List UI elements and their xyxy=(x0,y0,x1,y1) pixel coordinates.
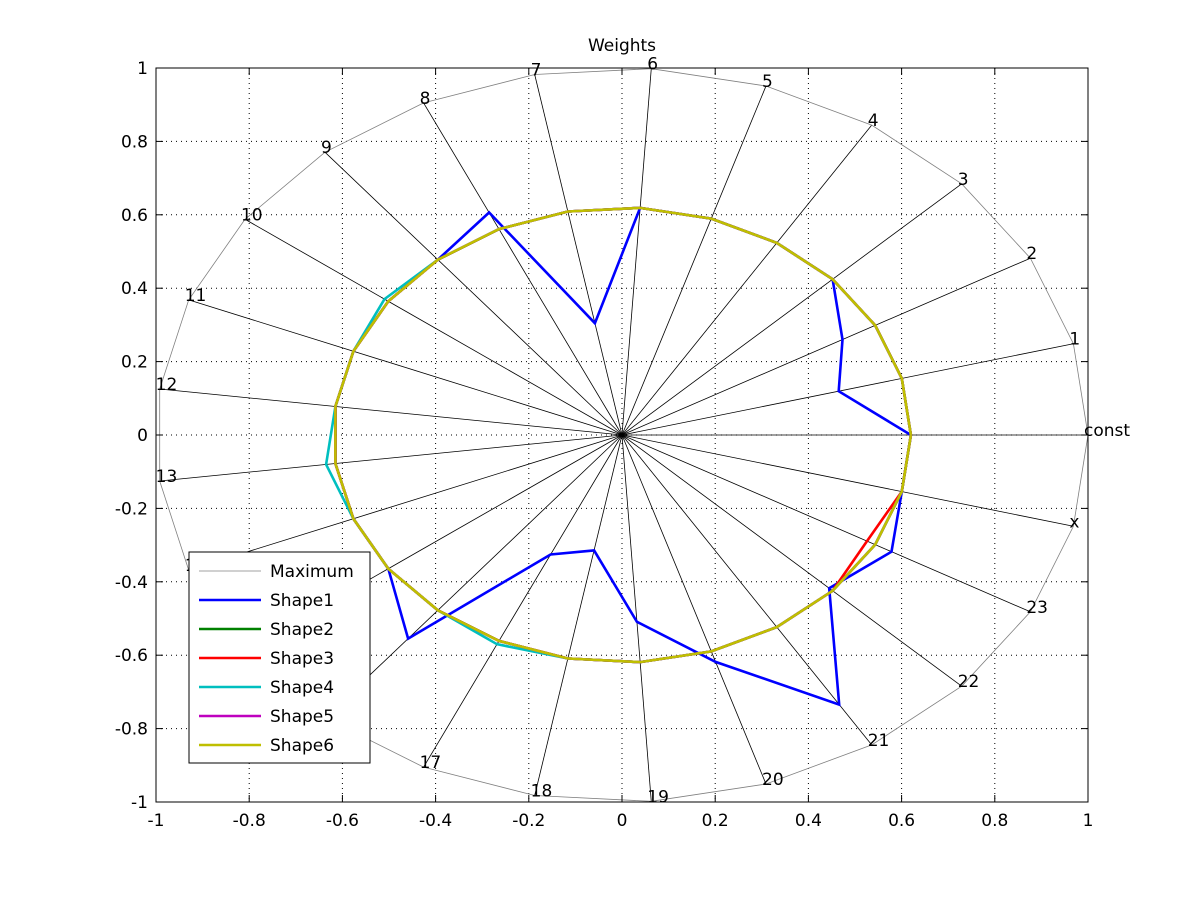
legend-label-shape3: Shape3 xyxy=(270,649,334,669)
x-tick-label: 0.2 xyxy=(702,811,729,831)
x-tick-label: 0 xyxy=(617,811,628,831)
spoke-label: 5 xyxy=(762,72,773,92)
radar-spoke xyxy=(621,124,873,436)
x-tick-label: -0.8 xyxy=(233,811,266,831)
x-tick-label: 0.6 xyxy=(888,811,915,831)
spoke-label: 11 xyxy=(185,286,207,306)
legend-label-shape5: Shape5 xyxy=(270,707,334,727)
radar-spoke xyxy=(621,343,1074,436)
y-tick-label: -0.2 xyxy=(115,499,148,519)
y-tick-label: -0.8 xyxy=(115,720,148,740)
spoke-label: 7 xyxy=(531,61,542,81)
spoke-label: 23 xyxy=(1026,598,1048,618)
spoke-label: 21 xyxy=(868,731,890,751)
spoke-label: 2 xyxy=(1026,244,1037,264)
x-tick-label: -0.6 xyxy=(326,811,359,831)
radar-spoke xyxy=(621,434,873,746)
legend-label-shape6: Shape6 xyxy=(270,736,334,756)
spoke-label: const xyxy=(1084,421,1130,441)
x-tick-label: 1 xyxy=(1083,811,1094,831)
spoke-layer xyxy=(159,68,1088,802)
legend-label-shape1: Shape1 xyxy=(270,591,334,611)
radar-spoke xyxy=(188,299,623,436)
y-tick-label: 0.4 xyxy=(121,279,148,299)
radar-spoke xyxy=(621,434,652,802)
radar-spoke xyxy=(159,434,623,482)
y-tick-label: -0.6 xyxy=(115,646,148,666)
x-tick-label: 0.8 xyxy=(981,811,1008,831)
y-tick-label: 0.8 xyxy=(121,132,148,152)
y-tick-label: -1 xyxy=(131,793,148,813)
spoke-label: 13 xyxy=(156,467,178,487)
spoke-label: 18 xyxy=(531,781,553,801)
spoke-label: 20 xyxy=(762,770,784,790)
radar-spoke xyxy=(244,218,623,436)
y-tick-label: -0.4 xyxy=(115,573,148,593)
chart-title: Weights xyxy=(588,36,656,56)
radar-spoke xyxy=(621,257,1031,436)
spoke-label: 6 xyxy=(647,55,658,75)
radar-spoke xyxy=(188,434,623,571)
tick-layer: -1 -0.8 -0.6 -0.4 -0.2 0 0.2 0.4 0.6 0.8 1 -1 -0.8 -0… xyxy=(115,59,1094,831)
spoke-label: 10 xyxy=(241,205,263,225)
spoke-label: 17 xyxy=(420,753,442,773)
x-tick-label: -1 xyxy=(148,811,165,831)
spoke-label: x xyxy=(1069,512,1079,532)
series-layer xyxy=(159,68,1089,802)
y-tick-label: 1 xyxy=(137,59,148,79)
series-line-shape6 xyxy=(334,206,913,664)
spoke-label: 9 xyxy=(321,138,332,158)
radar-spoke xyxy=(621,68,652,436)
x-tick-label: 0.4 xyxy=(795,811,822,831)
spoke-label: 8 xyxy=(420,89,431,109)
legend-label-shape2: Shape2 xyxy=(270,620,334,640)
radar-spoke xyxy=(621,434,962,687)
spoke-label: 3 xyxy=(958,170,969,190)
radar-spoke xyxy=(423,434,623,768)
radar-spoke xyxy=(621,85,767,436)
x-tick-label: -0.2 xyxy=(512,811,545,831)
spoke-label: 22 xyxy=(958,672,980,692)
legend-label-maximum: Maximum xyxy=(270,562,354,582)
spoke-label: 19 xyxy=(647,787,669,807)
spoke-label: 12 xyxy=(156,375,178,395)
y-tick-label: 0 xyxy=(137,426,148,446)
radar-spoke xyxy=(534,434,623,796)
radar-spoke xyxy=(159,388,623,436)
y-tick-label: 0.2 xyxy=(121,353,148,373)
radar-spoke xyxy=(324,434,623,719)
radar-spoke xyxy=(621,183,962,436)
spoke-label: 4 xyxy=(868,111,879,131)
radar-spoke xyxy=(621,434,1074,527)
legend: Maximum Shape1 Shape2 Shape3 Shape4 Shape5 Sha… xyxy=(188,551,371,764)
y-tick-label: 0.6 xyxy=(121,206,148,226)
x-tick-label: -0.4 xyxy=(419,811,452,831)
spoke-label: 1 xyxy=(1069,330,1080,350)
radar-spoke xyxy=(534,74,623,436)
legend-label-shape4: Shape4 xyxy=(270,678,334,698)
radar-spoke xyxy=(423,102,623,436)
radar-spoke xyxy=(621,434,767,785)
radar-spoke xyxy=(324,151,623,436)
radar-spoke xyxy=(621,434,1031,613)
